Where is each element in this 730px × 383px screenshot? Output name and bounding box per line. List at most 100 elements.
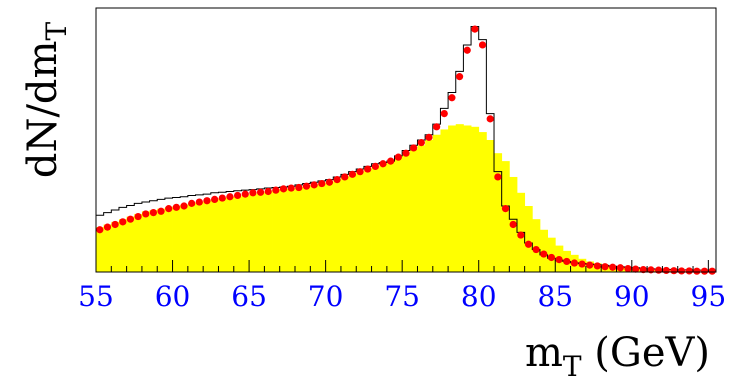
data-point xyxy=(601,263,609,271)
data-point xyxy=(371,162,379,170)
data-point xyxy=(670,267,678,275)
histogram-bar xyxy=(386,161,395,272)
x-tick-label: 65 xyxy=(231,280,267,313)
data-point xyxy=(149,209,158,217)
histogram-bar xyxy=(524,206,533,272)
data-point xyxy=(364,165,372,173)
histogram-bar xyxy=(218,198,227,272)
data-point xyxy=(387,157,395,165)
data-point xyxy=(203,197,211,205)
histogram-bar xyxy=(340,176,349,272)
histogram-bar xyxy=(172,206,181,272)
data-point xyxy=(96,226,104,234)
data-point xyxy=(279,185,288,193)
data-point xyxy=(570,259,578,267)
histogram-bar xyxy=(210,199,219,272)
plot-area: 55 60 65 70 75 80 85 90 95 xyxy=(78,7,727,313)
histogram-bar xyxy=(409,149,418,272)
data-point xyxy=(410,144,418,152)
x-tick-label: 70 xyxy=(308,280,344,313)
data-point xyxy=(609,263,617,271)
data-point xyxy=(708,267,716,275)
data-point xyxy=(379,160,387,168)
histogram-bar xyxy=(302,186,311,272)
histogram-bar xyxy=(348,174,357,272)
data-point xyxy=(119,218,127,226)
x-axis-label-sub: T xyxy=(562,350,582,383)
data-point xyxy=(195,198,203,206)
data-point xyxy=(478,41,487,49)
data-point xyxy=(295,183,303,192)
data-point xyxy=(433,123,441,131)
histogram-bar xyxy=(249,194,258,272)
data-point xyxy=(318,179,326,188)
data-point xyxy=(218,194,226,202)
histogram-bar xyxy=(149,209,158,272)
data-point xyxy=(310,181,318,189)
histogram-bar xyxy=(310,184,319,272)
data-point xyxy=(677,267,686,275)
histogram-bar xyxy=(394,157,403,272)
histogram-bar xyxy=(103,224,112,272)
histogram-bar xyxy=(333,179,342,272)
histogram-bar xyxy=(226,196,235,272)
data-point xyxy=(142,210,150,218)
data-point xyxy=(501,205,510,213)
data-point xyxy=(394,153,402,161)
histogram-bar xyxy=(471,126,480,272)
histogram-bar xyxy=(486,140,495,272)
x-tick-label: 90 xyxy=(614,280,650,313)
histogram-bar xyxy=(417,145,426,272)
data-point xyxy=(157,207,165,215)
histogram-bar xyxy=(478,132,487,272)
data-point xyxy=(509,220,517,229)
data-point xyxy=(440,110,448,118)
data-point xyxy=(662,266,670,275)
x-axis-title: mT (GeV) xyxy=(525,330,710,383)
histogram-bar xyxy=(118,219,128,272)
data-point xyxy=(172,203,180,211)
histogram-bar xyxy=(126,216,135,272)
data-point xyxy=(563,257,571,266)
histogram-bar xyxy=(287,188,296,272)
data-point xyxy=(593,262,601,270)
data-point xyxy=(188,199,196,207)
histogram-bar xyxy=(463,125,472,272)
histogram-bar xyxy=(532,219,541,272)
histogram-bar xyxy=(325,182,334,272)
data-point xyxy=(471,25,479,33)
data-point xyxy=(586,261,594,269)
data-point xyxy=(356,168,364,176)
histogram-bar xyxy=(272,190,281,272)
x-tick-label: 95 xyxy=(691,280,727,313)
data-point xyxy=(341,173,349,181)
histogram-bar xyxy=(455,124,464,272)
data-point xyxy=(578,260,586,268)
histogram-bar xyxy=(134,213,143,272)
histogram-bar xyxy=(440,129,449,272)
data-point xyxy=(417,139,425,147)
data-point xyxy=(126,215,135,223)
histogram-bar xyxy=(241,195,250,272)
data-point xyxy=(165,205,173,213)
histogram-bar xyxy=(111,221,120,272)
data-point xyxy=(524,240,533,248)
data-point xyxy=(272,186,280,194)
data-point xyxy=(540,250,548,258)
data-point xyxy=(226,193,234,201)
histogram-bar xyxy=(141,211,150,272)
data-point xyxy=(693,267,701,275)
histogram-bar xyxy=(432,134,441,272)
data-point xyxy=(348,170,357,178)
histogram-bar xyxy=(233,196,242,272)
histogram-bar xyxy=(157,208,166,272)
histogram-bar xyxy=(448,125,457,272)
data-point xyxy=(425,133,433,141)
data-point xyxy=(486,115,494,123)
histogram-bar xyxy=(264,191,273,272)
histogram-bar xyxy=(295,187,304,272)
histogram-bar xyxy=(96,227,105,272)
y-axis-label-sub: T xyxy=(40,21,73,41)
x-axis-label-unit: (GeV) xyxy=(581,330,710,376)
x-tick-label: 75 xyxy=(384,280,420,313)
